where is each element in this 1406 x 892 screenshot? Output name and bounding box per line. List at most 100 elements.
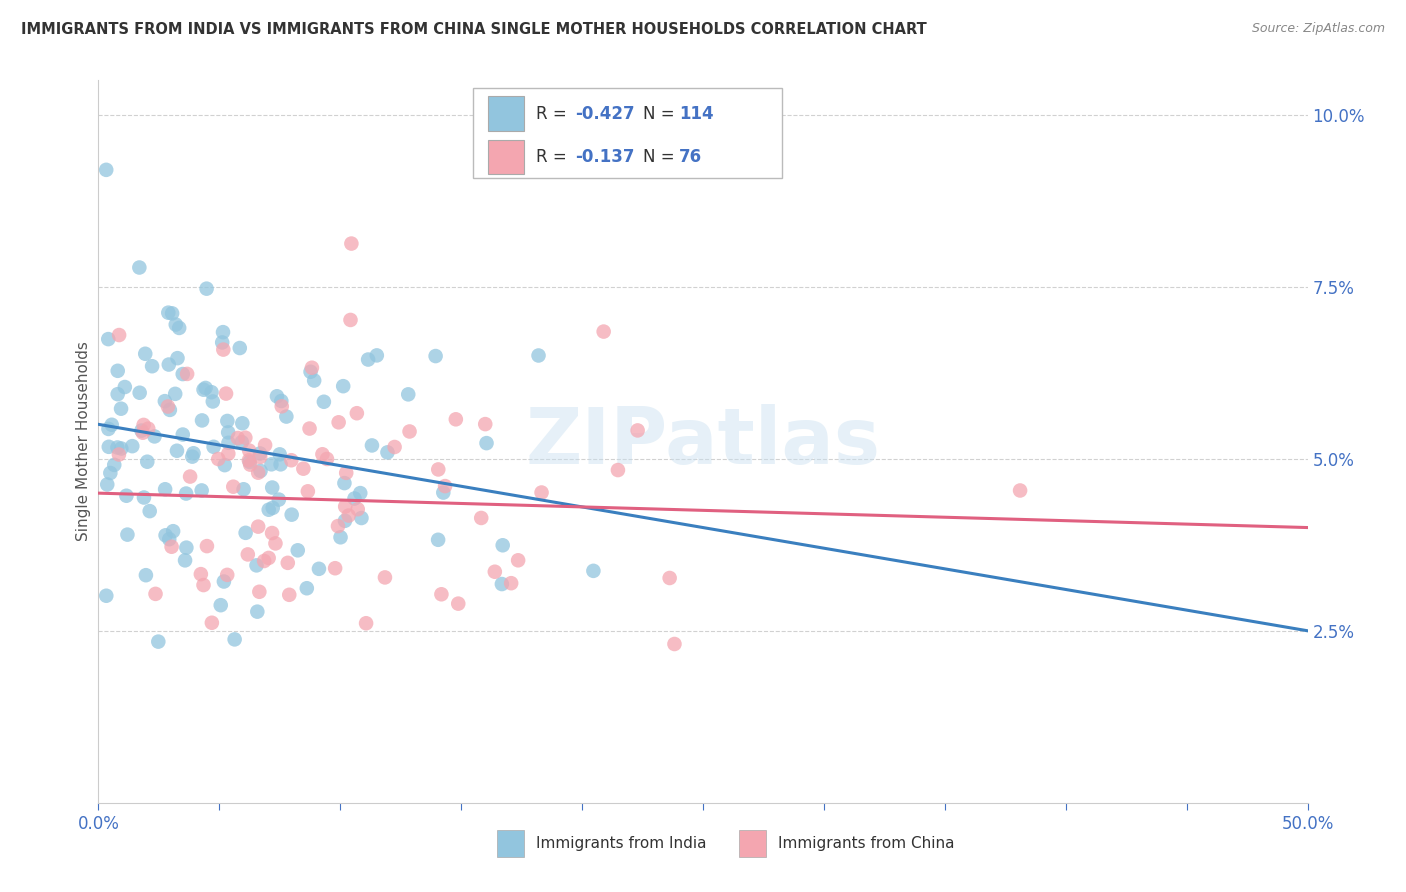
Point xyxy=(202,440,225,454)
Point xyxy=(333,476,356,491)
Text: IMMIGRANTS FROM INDIA VS IMMIGRANTS FROM CHINA SINGLE MOTHER HOUSEHOLDS CORRELAT: IMMIGRANTS FROM INDIA VS IMMIGRANTS FROM… xyxy=(21,22,927,37)
Point xyxy=(340,236,363,251)
Point xyxy=(298,421,321,435)
Point xyxy=(295,581,318,595)
Point xyxy=(349,486,371,500)
Point xyxy=(249,464,271,478)
Point xyxy=(138,504,160,518)
Point xyxy=(128,260,150,275)
Point xyxy=(160,540,183,554)
Point xyxy=(166,443,188,458)
Point xyxy=(582,564,605,578)
Point xyxy=(117,527,139,541)
Point xyxy=(190,483,212,498)
Text: Source: ZipAtlas.com: Source: ZipAtlas.com xyxy=(1251,22,1385,36)
Point xyxy=(332,379,354,393)
Point xyxy=(157,358,180,372)
Point xyxy=(136,455,159,469)
Point xyxy=(162,524,184,539)
Point xyxy=(217,567,239,582)
Point xyxy=(235,525,257,540)
Point xyxy=(121,439,143,453)
Text: -0.427: -0.427 xyxy=(575,104,634,122)
Point xyxy=(239,455,262,469)
Point xyxy=(201,615,224,630)
Point xyxy=(627,424,650,438)
Point xyxy=(328,415,350,429)
Point xyxy=(262,500,284,515)
Text: 114: 114 xyxy=(679,104,713,122)
Point xyxy=(217,435,239,450)
Point xyxy=(257,502,280,516)
Point xyxy=(354,616,377,631)
Point xyxy=(156,400,179,414)
Point xyxy=(145,587,167,601)
Point xyxy=(292,461,315,475)
Point xyxy=(226,431,249,445)
Point xyxy=(211,335,233,350)
Point xyxy=(425,349,447,363)
Point xyxy=(475,436,498,450)
Text: Immigrants from India: Immigrants from India xyxy=(536,836,707,851)
Point xyxy=(165,387,187,401)
Point xyxy=(366,348,388,362)
FancyBboxPatch shape xyxy=(498,830,524,857)
Point xyxy=(157,532,180,546)
Point xyxy=(114,380,136,394)
Point xyxy=(195,539,218,553)
Point xyxy=(231,435,253,450)
Point xyxy=(141,359,163,374)
Point xyxy=(247,519,270,533)
Point xyxy=(434,479,457,493)
Point xyxy=(132,417,155,432)
Point xyxy=(606,463,628,477)
FancyBboxPatch shape xyxy=(488,139,524,174)
Point xyxy=(193,383,215,397)
Point xyxy=(143,429,166,443)
Point xyxy=(217,425,239,440)
Point xyxy=(172,367,194,381)
Point xyxy=(172,427,194,442)
Point xyxy=(260,458,283,472)
Point xyxy=(262,481,284,495)
Point xyxy=(323,561,346,575)
Point xyxy=(131,424,153,438)
Point xyxy=(346,502,368,516)
Point xyxy=(153,394,176,409)
Point xyxy=(484,565,506,579)
Point xyxy=(194,381,217,395)
Point xyxy=(183,446,205,460)
Point xyxy=(107,387,129,401)
Point xyxy=(249,446,271,460)
Point xyxy=(201,394,224,409)
Point xyxy=(97,422,120,436)
Point xyxy=(308,562,330,576)
Point xyxy=(350,511,373,525)
Point xyxy=(212,574,235,589)
Text: N =: N = xyxy=(643,104,679,122)
Point xyxy=(215,386,238,401)
Point xyxy=(470,511,492,525)
Point xyxy=(229,341,252,355)
Point xyxy=(301,360,323,375)
Point xyxy=(311,447,333,461)
Point xyxy=(176,541,198,555)
Point xyxy=(246,605,269,619)
Point xyxy=(270,400,292,414)
Point xyxy=(335,466,357,480)
Point xyxy=(280,453,302,467)
Point xyxy=(396,387,419,401)
Point xyxy=(167,321,190,335)
Point xyxy=(287,543,309,558)
Point xyxy=(191,413,214,427)
Point xyxy=(249,450,271,464)
Point xyxy=(339,313,361,327)
Point xyxy=(664,637,686,651)
Point xyxy=(280,508,302,522)
Text: -0.137: -0.137 xyxy=(575,148,634,166)
Point xyxy=(110,442,132,456)
Point xyxy=(107,441,129,455)
Point xyxy=(333,514,356,528)
Point xyxy=(277,556,299,570)
Point xyxy=(174,553,197,567)
